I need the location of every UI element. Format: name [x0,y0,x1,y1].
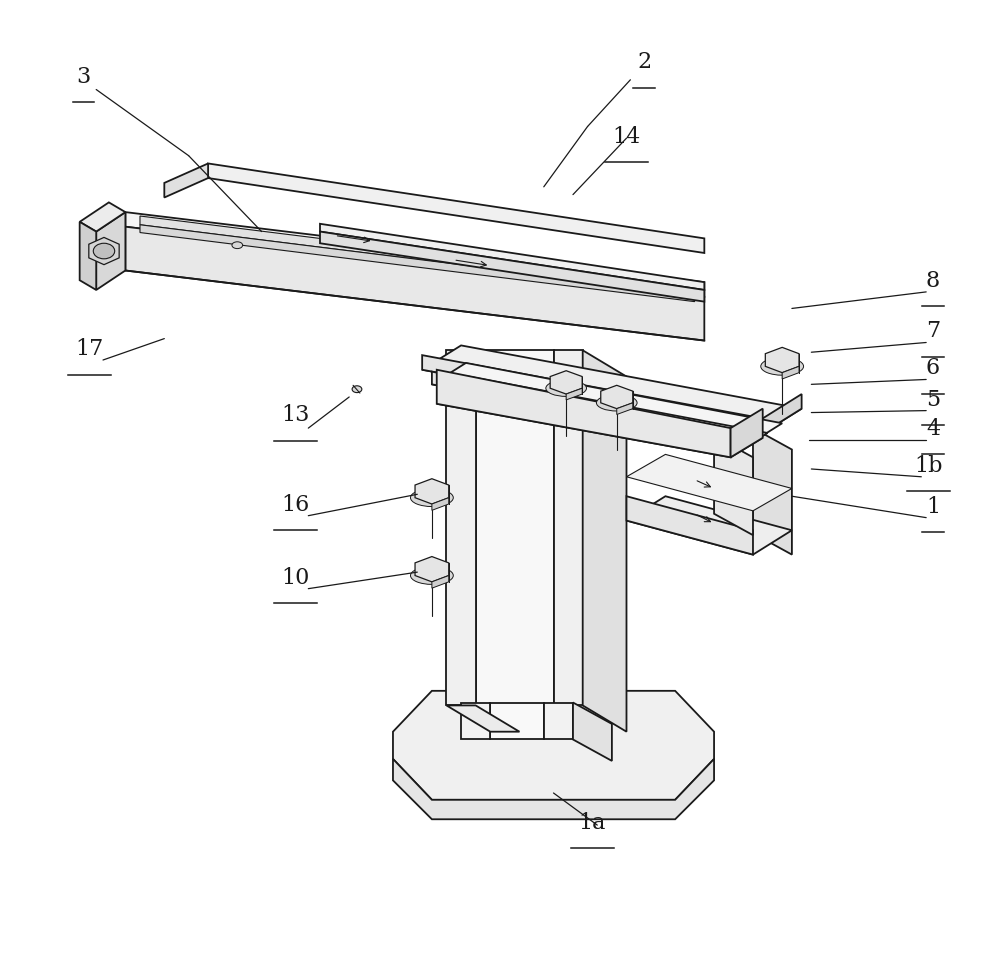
Polygon shape [164,163,208,198]
Ellipse shape [410,566,453,585]
Text: 6: 6 [926,357,940,379]
Polygon shape [566,388,582,400]
Polygon shape [393,691,714,800]
Polygon shape [617,403,633,414]
Text: 7: 7 [926,320,940,342]
Ellipse shape [761,357,804,376]
Polygon shape [765,347,799,373]
Polygon shape [714,436,753,535]
Polygon shape [626,454,792,511]
Polygon shape [422,355,763,433]
Polygon shape [320,224,704,290]
Ellipse shape [352,386,362,392]
Polygon shape [763,394,802,433]
Polygon shape [446,375,476,705]
Ellipse shape [410,488,453,507]
Polygon shape [490,703,544,739]
Ellipse shape [546,380,586,396]
Polygon shape [437,377,768,452]
Polygon shape [125,212,704,297]
Text: 8: 8 [926,270,940,292]
Ellipse shape [596,395,637,411]
Polygon shape [446,705,519,732]
Polygon shape [583,375,626,732]
Text: 1b: 1b [914,454,942,477]
Polygon shape [415,557,449,582]
Polygon shape [140,225,695,302]
Text: 1: 1 [926,495,940,518]
Text: 10: 10 [281,566,310,589]
Text: 3: 3 [76,65,91,88]
Polygon shape [731,409,763,457]
Polygon shape [208,163,704,253]
Text: 17: 17 [75,338,104,360]
Polygon shape [432,576,449,588]
Polygon shape [320,232,704,302]
Text: 5: 5 [926,388,940,411]
Polygon shape [550,371,582,394]
Polygon shape [554,375,583,705]
Polygon shape [753,428,792,555]
Polygon shape [96,212,125,290]
Text: 16: 16 [282,493,310,516]
Polygon shape [554,350,583,375]
Polygon shape [80,202,125,232]
Polygon shape [432,372,748,445]
Text: 2: 2 [637,51,651,73]
Polygon shape [89,237,119,265]
Polygon shape [422,345,802,433]
Polygon shape [432,363,782,445]
Polygon shape [476,375,554,705]
Polygon shape [626,496,792,555]
Text: 1a: 1a [579,811,606,834]
Polygon shape [446,350,476,375]
Text: 4: 4 [926,417,940,440]
Polygon shape [544,703,573,739]
Polygon shape [601,385,633,409]
Polygon shape [125,227,704,341]
Polygon shape [583,350,626,401]
Polygon shape [461,703,490,739]
Text: 14: 14 [612,126,641,148]
Polygon shape [476,350,554,375]
Polygon shape [393,759,714,819]
Ellipse shape [232,242,243,248]
Text: 13: 13 [281,404,310,426]
Polygon shape [626,496,753,555]
Polygon shape [437,384,763,457]
Polygon shape [437,370,731,457]
Ellipse shape [93,243,115,259]
Polygon shape [782,367,799,378]
Polygon shape [80,222,96,290]
Polygon shape [432,498,449,510]
Polygon shape [573,703,612,761]
Polygon shape [415,479,449,504]
Polygon shape [140,216,695,294]
